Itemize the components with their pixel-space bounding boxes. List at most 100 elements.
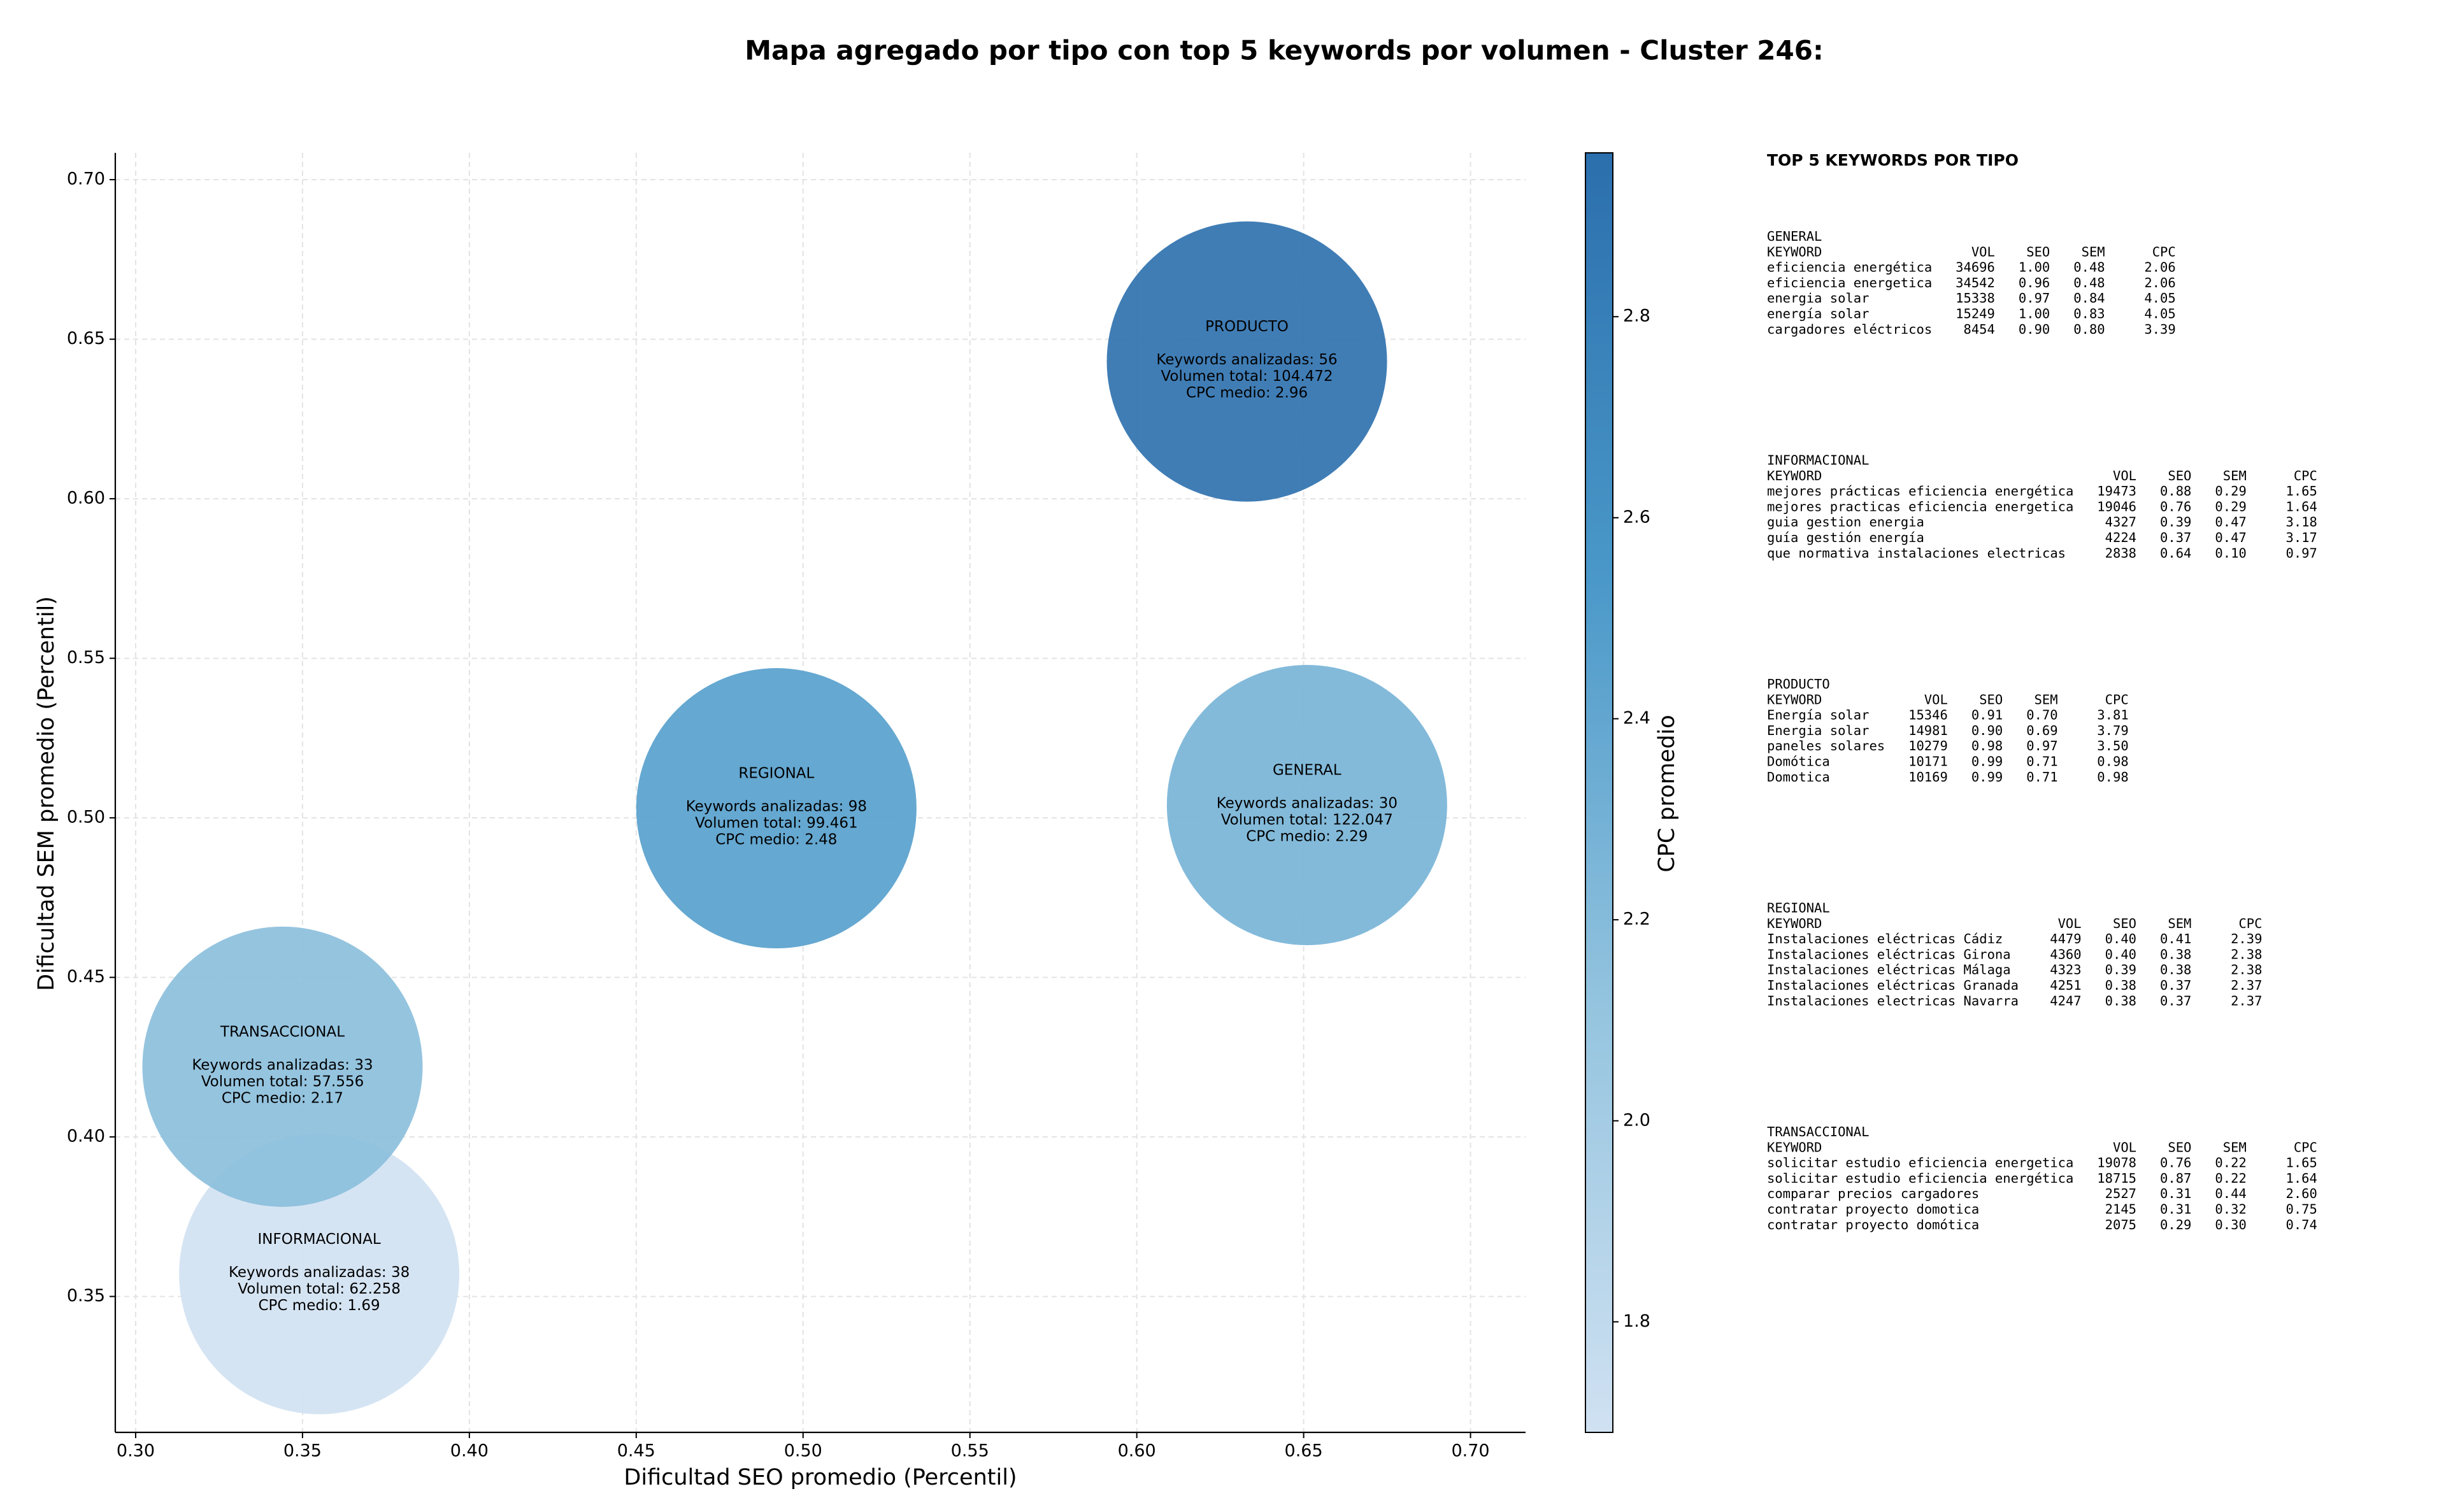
bubble-annotation: Volumen total: 122.047 [1221,812,1393,829]
panel-cell: 0.37 [2160,993,2191,1008]
panel-cell: 0.47 [2215,515,2246,530]
y-tick-label: 0.35 [67,1286,105,1306]
x-tick-label: 0.40 [450,1441,489,1461]
x-tick-label: 0.60 [1118,1441,1156,1461]
colorbar-tick-label: 1.8 [1623,1311,1650,1331]
panel-cell: 4323 [2050,962,2081,978]
panel-cell: Instalaciones eléctricas Girona [1767,946,2011,962]
panel-cell: 1.64 [2285,1171,2317,1186]
panel-cell: 0.91 [1971,708,2003,723]
panel-cell: 0.41 [2160,931,2191,946]
bubble-annotation: Volumen total: 62.258 [238,1281,401,1297]
panel-cell: 1.00 [2019,260,2050,275]
panel-column-header: KEYWORD [1767,468,1822,483]
panel-cell: 0.44 [2215,1186,2246,1201]
panel-column-header: SEO [2168,1139,2191,1155]
panel-column-header: SEM [2223,1139,2247,1155]
panel-cell: 14981 [1908,723,1948,738]
x-tick-label: 0.35 [283,1441,322,1461]
panel-cell: 0.30 [2215,1217,2246,1232]
panel-title: TOP 5 KEYWORDS POR TIPO [1767,151,2019,169]
panel-cell: 0.22 [2215,1155,2246,1171]
panel-column-header: KEYWORD [1767,1139,1822,1155]
panel-cell: 0.31 [2160,1202,2191,1217]
panel-column-header: VOL [1971,244,1995,259]
panel-cell: Instalaciones eléctricas Málaga [1767,962,2011,978]
panel-cell: 0.10 [2215,545,2246,560]
panel-cell: energia solar [1767,290,1869,306]
panel-cell: 0.31 [2160,1186,2191,1201]
panel-column-header: SEM [2035,692,2058,707]
panel-cell: 2.06 [2144,275,2175,290]
colorbar-tick-label: 2.6 [1623,507,1650,527]
y-tick-label: 0.55 [67,648,105,667]
panel-section-title: GENERAL [1767,229,1822,244]
y-tick-label: 0.70 [67,169,105,189]
bubble-annotation: Keywords analizadas: 98 [686,799,867,815]
panel-cell: 2.37 [2231,993,2262,1008]
panel-cell: que normativa instalaciones electricas [1767,545,2066,560]
panel-cell: 2.38 [2231,946,2262,962]
panel-cell: 15249 [1956,306,1995,322]
bubble [142,926,423,1207]
panel-cell: eficiencia energética [1767,260,1932,275]
y-axis-label: Dificultad SEM promedio (Percentil) [34,596,59,991]
x-tick-label: 0.30 [117,1441,155,1461]
colorbar-tick-label: 2.2 [1623,909,1650,929]
panel-cell: 0.71 [2026,754,2057,769]
panel-cell: 3.17 [2285,530,2317,545]
bubble-annotation: CPC medio: 2.96 [1186,385,1308,401]
panel-cell: Domotica [1767,769,1830,785]
panel-cell: 19078 [2097,1155,2136,1171]
x-tick-label: 0.50 [784,1441,822,1461]
panel-cell: 1.00 [2019,306,2050,322]
panel-cell: 10171 [1908,754,1948,769]
panel-column-header: KEYWORD [1767,244,1822,259]
panel-section-title: PRODUCTO [1767,676,1830,692]
y-tick-label: 0.40 [67,1127,105,1146]
panel-cell: 4247 [2050,993,2081,1008]
colorbar-label: CPC promedio [1654,715,1680,872]
panel-cell: 0.38 [2105,993,2136,1008]
panel-column-header: VOL [2113,468,2136,483]
panel-cell: Domótica [1767,754,1830,769]
panel-cell: 19473 [2097,483,2136,499]
panel-cell: 0.74 [2285,1217,2317,1232]
panel-cell: 2527 [2105,1186,2136,1201]
colorbar-tick-label: 2.4 [1623,708,1650,728]
panel-cell: 34696 [1956,260,1995,275]
panel-column-header: CPC [2105,692,2129,707]
panel-cell: contratar proyecto domotica [1767,1202,1979,1217]
chart-title: Mapa agregado por tipo con top 5 keyword… [745,35,1824,66]
panel-cell: 3.81 [2097,708,2128,723]
panel-cell: 0.98 [2097,754,2128,769]
panel-cell: Instalaciones eléctricas Granada [1767,978,2019,993]
panel-section-title: TRANSACCIONAL [1767,1124,1869,1139]
panel-cell: 0.38 [2160,962,2191,978]
panel-cell: Energía solar [1767,708,1869,723]
bubble-annotation: Volumen total: 99.461 [695,815,858,832]
panel-cell: solicitar estudio eficiencia energetica [1767,1155,2073,1171]
panel-cell: 18715 [2097,1171,2136,1186]
x-tick-label: 0.55 [951,1441,989,1461]
panel-column-header: SEM [2168,916,2191,931]
panel-cell: paneles solares [1767,738,1885,753]
panel-cell: guia gestion energia [1767,515,1924,530]
panel-cell: comparar precios cargadores [1767,1186,1979,1201]
panel-cell: 0.29 [2215,483,2246,499]
panel-cell: 0.47 [2215,530,2246,545]
panel-cell: 0.37 [2160,978,2191,993]
panel-cell: 0.88 [2160,483,2191,499]
panel-cell: 0.48 [2073,275,2105,290]
panel-cell: 8454 [1964,322,1995,337]
bubble-annotation: Volumen total: 57.556 [201,1073,364,1090]
panel-column-header: SEO [1979,692,2003,707]
panel-cell: 15346 [1908,708,1948,723]
panel-cell: 15338 [1956,290,1995,306]
colorbar [1585,152,1613,1433]
panel-cell: 2.38 [2231,962,2262,978]
panel-cell: 10169 [1908,769,1948,785]
y-tick-label: 0.45 [67,967,105,987]
panel-cell: 4.05 [2144,290,2175,306]
panel-column-header: VOL [2113,1139,2136,1155]
